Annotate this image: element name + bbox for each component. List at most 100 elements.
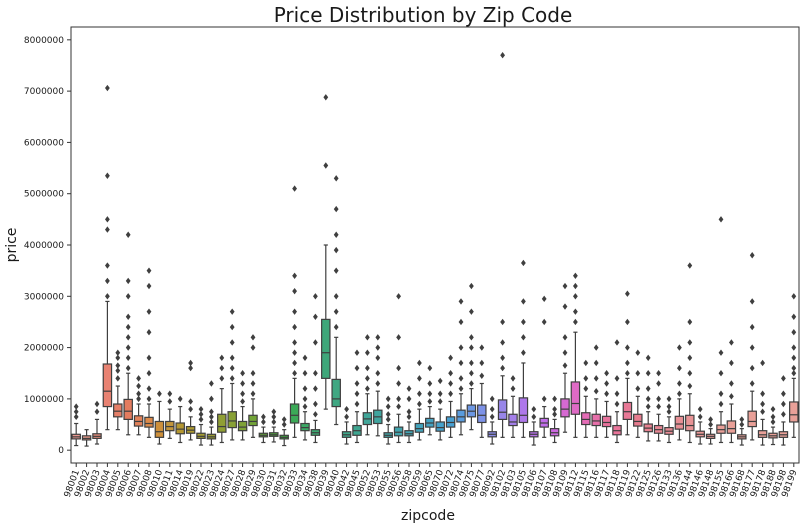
outlier-point [125, 277, 131, 285]
outlier-point [177, 395, 183, 403]
outlier-point [136, 390, 141, 397]
outlier-point [510, 375, 516, 382]
outlier-point [573, 293, 578, 300]
outlier-point [292, 349, 297, 356]
outlier-point [656, 370, 661, 377]
box-body [113, 403, 123, 418]
outlier-point [708, 421, 713, 428]
outlier-point [136, 375, 141, 382]
outlier-point [656, 403, 661, 410]
outlier-point [115, 375, 121, 382]
outlier-point [573, 282, 578, 290]
box-body [217, 413, 227, 433]
outlier-point [125, 364, 131, 372]
outlier-point [791, 293, 797, 300]
box-98072 [445, 354, 456, 438]
outlier-point [469, 370, 474, 377]
outlier-point [313, 385, 318, 392]
outlier-point [749, 323, 755, 331]
outlier-point [687, 354, 693, 362]
outlier-point [167, 398, 173, 405]
outlier-point [333, 246, 339, 254]
box-98178 [757, 359, 768, 446]
outlier-point [718, 400, 724, 408]
outlier-point [760, 400, 765, 408]
box-98034 [300, 354, 310, 441]
outlier-point [313, 370, 318, 377]
outlier-point [105, 84, 110, 92]
box-body [331, 378, 341, 408]
box-98011 [165, 390, 175, 439]
outlier-point [240, 370, 245, 377]
outlier-point [125, 354, 131, 362]
y-tick-label: 5000000 [24, 190, 64, 200]
outlier-point [791, 370, 797, 377]
outlier-point [437, 377, 443, 385]
outlier-point [521, 318, 526, 326]
outlier-point [718, 216, 724, 223]
outlier-point [209, 418, 214, 426]
box-body [789, 401, 799, 423]
box-98024 [217, 354, 227, 444]
outlier-point [458, 344, 464, 351]
box-98028 [237, 370, 248, 441]
outlier-point [261, 413, 266, 421]
y-tick-label: 4000000 [24, 241, 64, 251]
box-98008 [144, 267, 154, 438]
outlier-point [250, 390, 256, 397]
outlier-point [302, 370, 308, 377]
outlier-point [313, 293, 318, 300]
outlier-point [209, 413, 214, 421]
outlier-point [333, 308, 339, 315]
outlier-point [593, 344, 599, 351]
box-body [477, 404, 487, 424]
box-body [497, 399, 508, 420]
outlier-point [645, 385, 651, 392]
box-body [508, 413, 518, 427]
outlier-point [635, 349, 641, 356]
outlier-point [448, 380, 453, 387]
outlier-point [313, 400, 318, 408]
outlier-point [614, 400, 620, 408]
outlier-point [229, 364, 235, 372]
outlier-point [552, 395, 557, 403]
outlier-point [625, 370, 630, 377]
outlier-point [729, 359, 734, 367]
outlier-point [749, 298, 755, 305]
outlier-point [604, 370, 609, 377]
box-body [726, 420, 737, 434]
outlier-point [188, 398, 193, 405]
box-body [393, 426, 404, 437]
box-98107 [539, 295, 549, 438]
outlier-point [427, 380, 433, 387]
outlier-point [271, 408, 277, 415]
x-axis-label: zipcode [401, 508, 455, 524]
outlier-point [406, 413, 412, 421]
outlier-point [250, 334, 256, 341]
outlier-point [427, 390, 433, 397]
outlier-point [687, 370, 693, 377]
outlier-point [656, 380, 661, 387]
outlier-point [157, 390, 162, 397]
outlier-point [323, 162, 329, 169]
box-98045 [352, 349, 362, 444]
outlier-point [240, 390, 245, 397]
outlier-point [469, 308, 474, 315]
outlier-point [375, 354, 381, 362]
y-tick-label: 0 [58, 446, 64, 456]
outlier-point [302, 403, 308, 410]
outlier-point [250, 380, 256, 387]
outlier-point [749, 364, 755, 372]
y-tick-label: 2000000 [24, 344, 64, 354]
outlier-point [105, 172, 110, 179]
box-body [237, 420, 248, 432]
outlier-point [146, 282, 152, 290]
outlier-point [125, 334, 131, 341]
outlier-point [365, 349, 370, 356]
outlier-point [396, 380, 401, 387]
outlier-point [458, 298, 464, 305]
outlier-point [94, 408, 100, 415]
outlier-point [531, 405, 537, 413]
box-body [601, 415, 612, 428]
